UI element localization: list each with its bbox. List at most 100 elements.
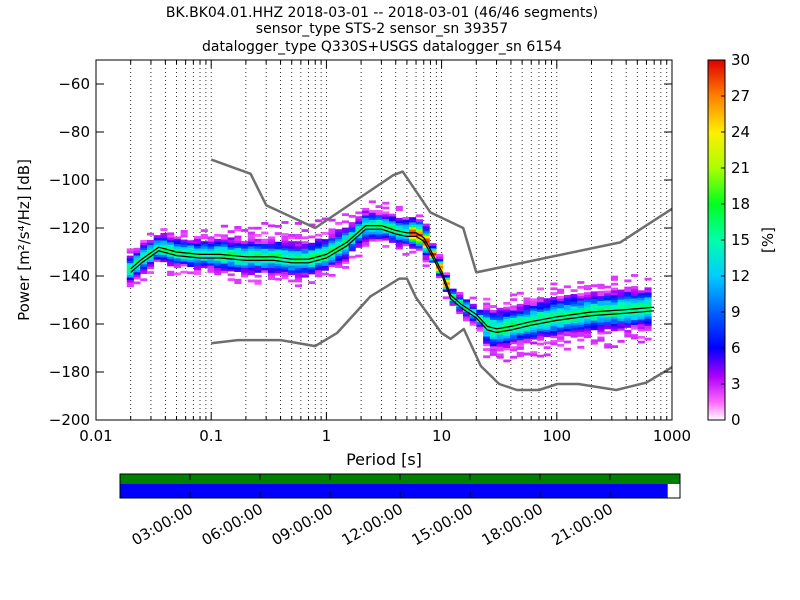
heatmap-cell <box>476 319 484 323</box>
heatmap-cell <box>489 333 497 337</box>
heatmap-cell <box>146 254 155 258</box>
heatmap-cell <box>631 310 639 313</box>
heatmap-cell <box>321 217 329 221</box>
heatmap-cell <box>254 267 262 271</box>
heatmap-cell <box>227 268 235 272</box>
heatmap-cell <box>126 260 134 264</box>
heatmap-cell <box>563 299 571 303</box>
heatmap-cell <box>247 253 255 256</box>
heatmap-cell <box>153 251 161 255</box>
heatmap-cell <box>631 319 639 323</box>
heatmap-cell <box>241 241 249 244</box>
heatmap-cell <box>200 248 208 252</box>
heatmap-cell <box>180 249 188 252</box>
heatmap-cell <box>637 321 645 325</box>
heatmap-cell <box>523 307 531 310</box>
heatmap-cell <box>315 248 323 251</box>
heatmap-cell <box>590 296 598 300</box>
heatmap-cell <box>308 249 316 253</box>
heatmap-cell <box>590 301 598 304</box>
heatmap-cell <box>126 277 134 280</box>
heatmap-cell <box>402 219 410 223</box>
chart-title: BK.BK04.01.HHZ 2018-03-01 -- 2018-03-01 … <box>166 5 598 21</box>
heatmap-cell <box>315 274 323 278</box>
heatmap-cell <box>220 248 229 252</box>
heatmap-cell <box>644 325 652 329</box>
heatmap-cell <box>597 314 605 318</box>
heatmap-cell <box>429 255 437 258</box>
heatmap-cell <box>308 271 316 275</box>
heatmap-cell <box>617 296 625 300</box>
heatmap-cell <box>328 235 336 239</box>
heatmap-cell <box>523 338 531 342</box>
heatmap-cell <box>530 317 538 321</box>
heatmap-cell <box>563 304 571 308</box>
heatmap-cell <box>637 295 645 298</box>
x-tick-label: 1 <box>322 427 332 445</box>
heatmap-cell <box>187 254 195 258</box>
heatmap-cell <box>335 243 343 247</box>
heatmap-cell <box>368 226 376 230</box>
heatmap-cell <box>308 266 316 270</box>
mean-curve <box>130 228 655 333</box>
heatmap-cell <box>308 259 316 263</box>
heatmap-cell <box>563 330 571 334</box>
heatmap-cell <box>422 230 430 234</box>
heatmap-cell <box>516 330 524 334</box>
heatmap-cell <box>523 323 531 327</box>
heatmap-cell <box>301 229 309 232</box>
heatmap-cell <box>288 267 296 271</box>
heatmap-cell <box>362 236 370 240</box>
heatmap-cell <box>261 231 269 235</box>
heatmap-cell <box>301 241 309 244</box>
heatmap-cell <box>530 307 538 311</box>
heatmap-cell <box>254 250 262 254</box>
heatmap-cell <box>321 248 329 252</box>
heatmap-cell <box>409 241 417 244</box>
heatmap-cell <box>294 279 302 283</box>
heatmap-cell <box>328 259 336 263</box>
heatmap-cell <box>294 236 302 240</box>
heatmap-cell <box>597 293 605 297</box>
heatmap-cell <box>288 245 296 249</box>
heatmap-cell <box>624 305 632 309</box>
heatmap-cell <box>375 219 383 223</box>
heatmap-cell <box>281 254 289 258</box>
heatmap-cell <box>577 317 585 320</box>
chart-subtitle-sensor: sensor_type STS-2 sensor_sn 39357 <box>256 21 508 37</box>
heatmap-cell <box>308 261 316 265</box>
heatmap-cell <box>496 315 504 318</box>
heatmap-cell <box>375 214 383 218</box>
heatmap-cell <box>160 244 168 248</box>
heatmap-cell <box>382 237 390 241</box>
heatmap-cell <box>382 211 390 215</box>
heatmap-cell <box>644 337 652 341</box>
heatmap-cell <box>402 224 410 227</box>
heatmap-cell <box>126 284 134 288</box>
heatmap-cell <box>328 264 336 268</box>
heatmap-cell <box>375 210 383 213</box>
heatmap-cell <box>557 324 565 328</box>
heatmap-cell <box>375 234 383 237</box>
heatmap-cell <box>610 345 618 349</box>
heatmap-cell <box>570 325 578 329</box>
heatmap-cell <box>422 252 430 256</box>
heatmap-cell <box>241 272 249 276</box>
heatmap-cell <box>288 265 296 268</box>
heatmap-cell <box>247 246 255 249</box>
heatmap-cell <box>294 241 302 244</box>
heatmap-cell <box>348 231 356 235</box>
heatmap-cell <box>288 255 296 259</box>
heatmap-cell <box>583 335 592 339</box>
heatmap-cell <box>550 282 558 286</box>
heatmap-cell <box>200 241 208 244</box>
heatmap-cell <box>523 302 531 306</box>
heatmap-cell <box>631 288 639 292</box>
heatmap-cell <box>543 329 551 333</box>
heatmap-cell <box>604 290 612 294</box>
heatmap-cell <box>577 281 585 284</box>
heatmap-cell <box>476 328 484 332</box>
heatmap-cell <box>590 315 598 319</box>
heatmap-cell <box>375 222 383 225</box>
